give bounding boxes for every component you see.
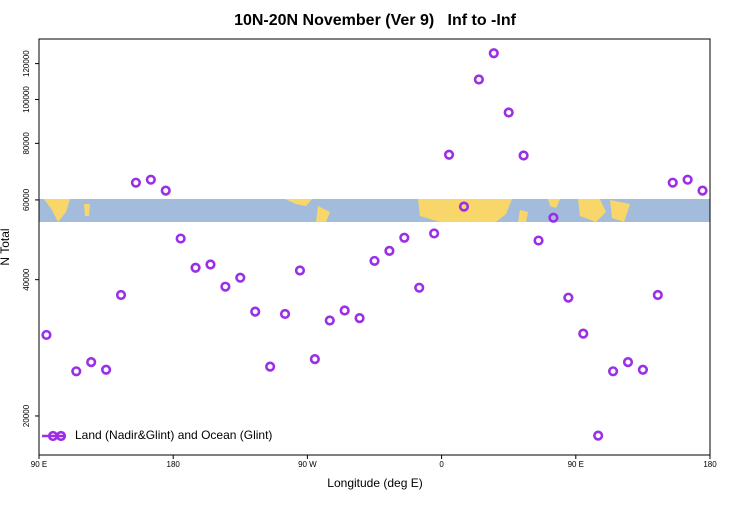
- x-tick-label: 90 E: [568, 460, 584, 469]
- point: [309, 354, 320, 365]
- point: [41, 329, 52, 341]
- point: [548, 212, 559, 223]
- point: [429, 228, 440, 239]
- point: [71, 366, 82, 377]
- chart-title: 10N-20N November (Ver 9) Inf to -Inf: [234, 12, 517, 29]
- point: [578, 328, 589, 339]
- y-tick-label: 20000: [22, 404, 31, 427]
- point: [235, 272, 246, 283]
- point: [160, 185, 171, 196]
- y-tick-label: 60000: [22, 188, 31, 211]
- x-tick-label: 0: [439, 460, 444, 469]
- point: [622, 357, 634, 368]
- x-tick-label: 180: [167, 460, 181, 469]
- point: [682, 174, 693, 185]
- point: [652, 289, 663, 301]
- point: [414, 282, 425, 293]
- point: [369, 255, 380, 267]
- point: [175, 233, 186, 244]
- point: [503, 107, 514, 118]
- point: [130, 177, 142, 188]
- point: [205, 259, 216, 270]
- point: [265, 361, 276, 372]
- x-axis-label: Longitude (deg E): [327, 476, 422, 490]
- point: [697, 185, 708, 196]
- point: [593, 430, 604, 441]
- point: [145, 174, 156, 185]
- point: [458, 201, 470, 212]
- x-tick-label: 180: [703, 460, 717, 469]
- point: [324, 315, 335, 326]
- y-axis-label: N Total: [0, 228, 12, 265]
- point: [563, 292, 574, 303]
- x-tick-label: 90 E: [31, 460, 47, 469]
- point: [220, 281, 231, 292]
- point: [190, 262, 201, 273]
- point: [637, 364, 649, 375]
- point: [250, 306, 261, 317]
- y-tick-label: 120000: [22, 50, 31, 77]
- point: [294, 265, 306, 276]
- point: [279, 308, 291, 320]
- legend-marker: [55, 430, 67, 442]
- point: [473, 74, 484, 85]
- point: [100, 364, 112, 375]
- point: [384, 245, 395, 256]
- x-tick-label: 90 W: [298, 460, 317, 469]
- point: [354, 312, 365, 324]
- y-tick-label: 80000: [22, 132, 31, 155]
- point: [533, 235, 544, 246]
- point: [518, 150, 529, 161]
- point: [115, 289, 127, 301]
- point: [399, 232, 410, 243]
- y-tick-label: 100000: [22, 86, 31, 113]
- y-tick-label: 40000: [22, 268, 31, 291]
- point: [86, 357, 97, 368]
- point: [488, 48, 499, 59]
- legend-label: Land (Nadir&Glint) and Ocean (Glint): [75, 428, 272, 442]
- point: [667, 177, 678, 188]
- point: [443, 149, 455, 160]
- plot-frame: [38, 38, 711, 456]
- point: [339, 305, 350, 316]
- point: [607, 366, 619, 377]
- map-strip: [39, 199, 710, 222]
